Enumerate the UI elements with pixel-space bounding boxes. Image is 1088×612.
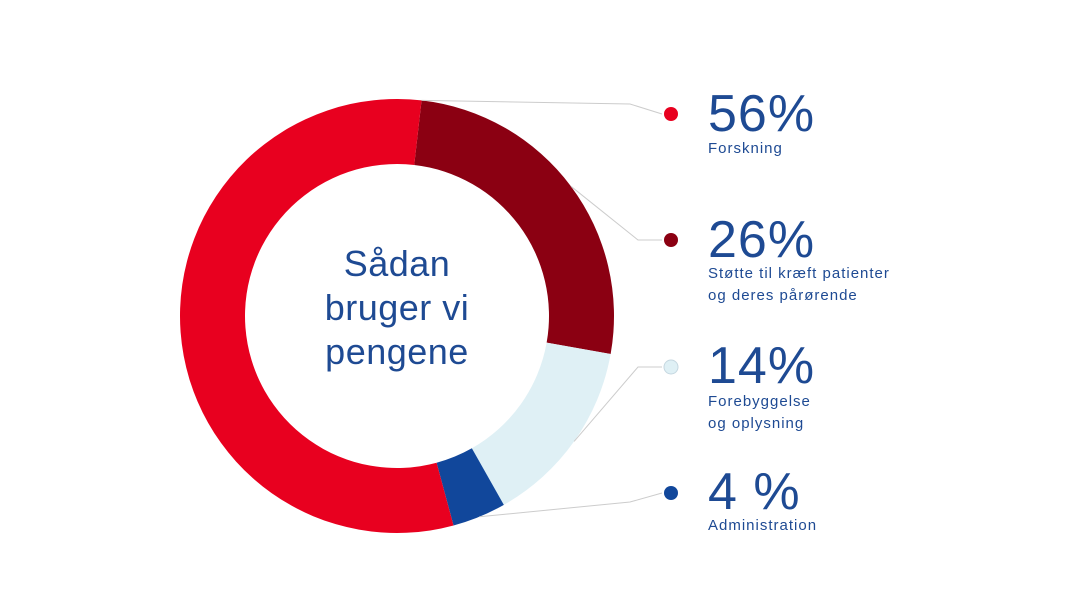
legend-label-forskning: Forskning: [708, 138, 783, 160]
chart-title: Sådan bruger vi pengene: [272, 242, 522, 374]
slice-stoette: [414, 100, 614, 355]
legend-value-forebyggelse: 14%: [708, 337, 816, 395]
leader-line-forskning: [421, 99, 663, 115]
leader-line-forebyggelse: [573, 366, 662, 442]
chart-title-line-3: pengene: [325, 331, 469, 372]
leader-lines: [421, 99, 663, 518]
legend-marker-administration: [664, 486, 678, 500]
legend-label-forebyggelse: Forebyggelse og oplysning: [708, 391, 811, 435]
chart-title-line-2: bruger vi: [324, 287, 470, 328]
legend-marker-forebyggelse: [663, 359, 679, 375]
legend-label-line: Forskning: [708, 140, 783, 157]
leader-line-stoette: [570, 185, 662, 241]
legend-marker-stoette: [664, 233, 678, 247]
legend-label-line: Forebyggelse: [708, 393, 811, 410]
legend-label-line: Administration: [708, 517, 818, 534]
legend-label-stoette: Støtte til kræft patienter og deres pårø…: [708, 263, 890, 307]
legend-marker-forskning: [664, 107, 678, 121]
leader-line-administration: [479, 492, 663, 518]
legend-value-stoette: 26%: [708, 211, 816, 269]
legend-value-administration: 4 %: [708, 463, 801, 521]
legend-markers: [663, 107, 679, 500]
donut-slices: [179, 98, 614, 534]
chart-title-line-1: Sådan: [343, 243, 451, 284]
legend-label-line: og oplysning: [708, 415, 805, 432]
legend-label-administration: Administration: [708, 515, 817, 537]
slice-forebyggelse: [471, 342, 611, 505]
legend-value-forskning: 56%: [708, 85, 816, 143]
legend-label-line: og deres pårørende: [708, 287, 858, 304]
slice-administration: [436, 448, 504, 526]
slice-forskning: [179, 98, 454, 534]
legend-label-line: Støtte til kræft patienter: [708, 265, 890, 282]
